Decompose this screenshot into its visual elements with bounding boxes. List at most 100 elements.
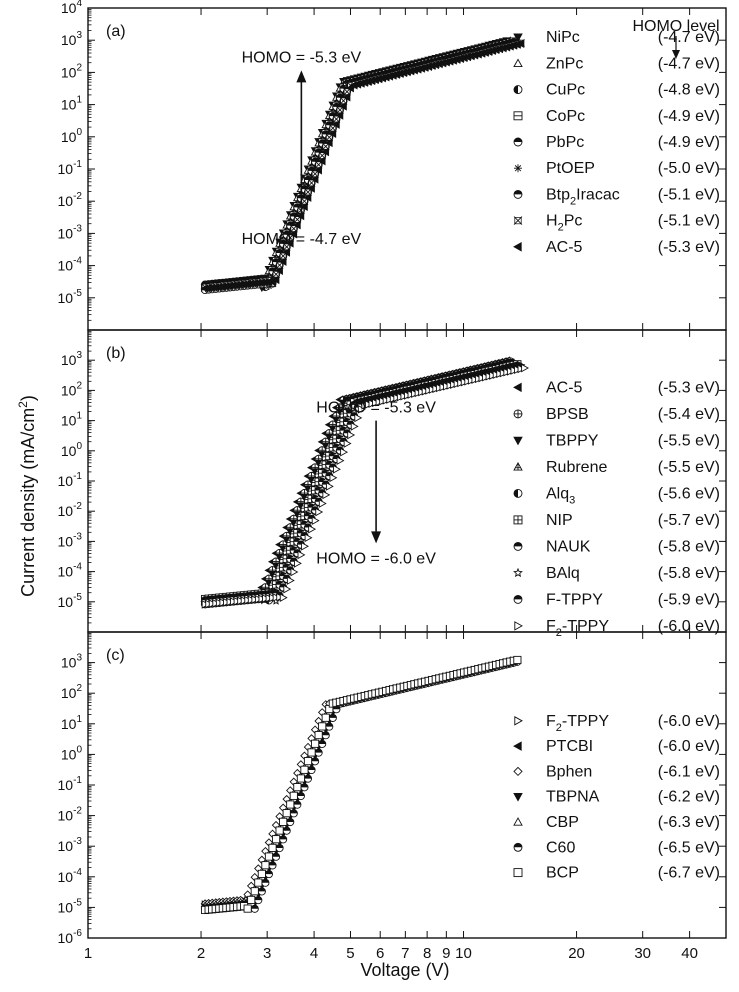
legend-marker (513, 189, 523, 199)
x-axis-label: Voltage (V) (360, 960, 449, 980)
data-point (254, 878, 263, 887)
legend-label: NIP (546, 512, 573, 529)
y-tick-label: 103 (61, 30, 83, 48)
y-tick-label: 103 (61, 350, 83, 368)
y-tick-label: 103 (61, 653, 83, 671)
data-point (261, 861, 270, 870)
data-point (318, 739, 327, 748)
y-tick-label: 10-5 (58, 288, 83, 306)
data-point (275, 266, 283, 275)
legend-marker (513, 242, 522, 252)
legend-homo: (-5.3 eV) (658, 239, 720, 256)
data-point (272, 852, 281, 861)
data-point (321, 713, 330, 722)
data-point (268, 843, 277, 852)
data-point (318, 722, 327, 731)
data-point (303, 757, 313, 766)
data-point (300, 765, 309, 774)
data-point (307, 748, 316, 757)
data-point (278, 257, 287, 266)
legend-item: NIP (-5.7 eV) (513, 512, 720, 529)
data-point (292, 220, 301, 230)
legend-homo: (-6.7 eV) (658, 865, 720, 882)
legend-item: NiPc (-4.7 eV) (513, 29, 720, 46)
data-point (279, 817, 288, 826)
panel-c: 10-6 10-5 10-4 10-3 10-2 10-1 100 101 102 103 (c) F… (58, 631, 727, 946)
legend-marker (513, 382, 522, 393)
legend-homo: (-4.7 eV) (658, 55, 720, 72)
legend-label: BPSB (546, 406, 589, 423)
legend-homo: (-6.0 eV) (658, 713, 720, 730)
data-point (328, 129, 337, 139)
series-copc (201, 37, 518, 292)
y-tick-label: 10-3 (58, 836, 83, 854)
legend-marker (513, 111, 523, 121)
legend-marker (513, 594, 523, 604)
legend-marker (513, 515, 523, 525)
panel-label: (c) (106, 647, 125, 664)
legend-item: BCP (-6.7 eV) (513, 865, 720, 882)
data-point (513, 655, 522, 665)
legend-homo: (-5.9 eV) (658, 591, 720, 608)
data-point (261, 878, 270, 887)
legend-label: F2-TPPY (546, 713, 609, 734)
y-tick-label: 102 (61, 62, 83, 80)
series-bcp (201, 655, 522, 915)
data-point (293, 800, 302, 809)
data-point (257, 869, 266, 878)
x-tick-label: 10 (455, 945, 472, 962)
data-point (271, 275, 280, 285)
legend-homo: (-4.9 eV) (658, 134, 720, 151)
x-tick-label: 40 (681, 945, 698, 962)
data-point (289, 809, 298, 818)
legend-item: Rubrene (-5.5 eV) (513, 459, 720, 476)
data-point (300, 783, 309, 792)
x-tick-label: 20 (568, 945, 585, 962)
legend-item: F2-TPPY (-6.0 eV) (514, 713, 720, 734)
data-point (282, 247, 291, 257)
data-point (307, 184, 315, 193)
panel-frame (87, 631, 727, 939)
legend-label: NAUK (546, 538, 591, 555)
panel-label: (a) (106, 23, 126, 40)
y-tick-label: 101 (61, 411, 83, 429)
annotation-bottom: HOMO = -6.0 eV (316, 550, 436, 567)
y-tick-label: 10-2 (58, 191, 83, 209)
annotation-bottom: HOMO = -4.7 eV (242, 231, 362, 248)
annotation-top: HOMO = -5.3 eV (242, 49, 362, 66)
data-point (279, 835, 288, 844)
legend-label: CoPc (546, 108, 585, 125)
legend-marker (513, 85, 523, 95)
panel-frame (87, 7, 727, 331)
data-point (286, 233, 295, 242)
data-point (282, 826, 291, 835)
legend-label: H2Pc (546, 213, 582, 234)
legend-marker (513, 541, 523, 551)
y-tick-label: 10-4 (58, 562, 83, 580)
data-point (324, 138, 333, 148)
data-point (254, 896, 263, 905)
homo-arrowhead (296, 70, 307, 83)
legend-label: TBPPY (546, 432, 599, 449)
legend-item: BPSB (-5.4 eV) (513, 406, 720, 423)
legend-marker (514, 716, 523, 726)
legend-label: TBPNA (546, 789, 600, 806)
data-point (321, 147, 330, 157)
legend-header-arrowhead (672, 50, 680, 59)
legend-item: PtOEP (-5.0 eV) (514, 160, 720, 177)
x-tick-label: 2 (197, 945, 205, 962)
y-tick-label: 100 (61, 441, 83, 459)
data-point (311, 739, 320, 748)
data-point (285, 238, 294, 248)
data-point (243, 904, 252, 913)
panel-label: (b) (106, 345, 126, 362)
legend-label: PbPc (546, 134, 584, 151)
legend-marker (513, 868, 523, 878)
data-point (314, 731, 323, 740)
data-point (264, 870, 274, 879)
y-tick-label: 104 (61, 0, 83, 16)
legend-homo: (-5.4 eV) (658, 406, 720, 423)
legend-item: CBP (-6.3 eV) (513, 814, 720, 831)
x-tick-label: 5 (346, 945, 354, 962)
legend-item: CoPc (-4.9 eV) (513, 108, 720, 125)
